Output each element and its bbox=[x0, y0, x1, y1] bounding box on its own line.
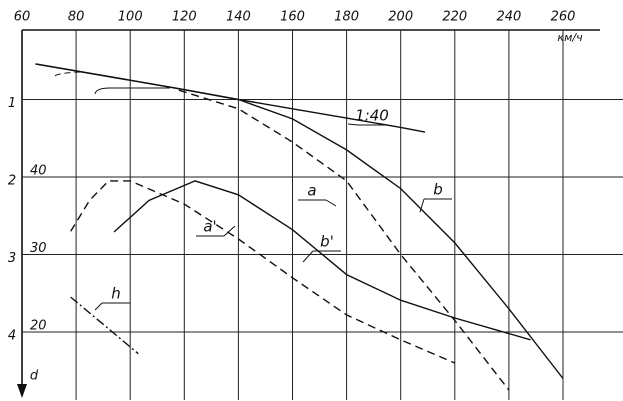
x-tick-label: 200 bbox=[388, 10, 413, 25]
curve bbox=[35, 63, 564, 379]
x-tick-label: 140 bbox=[226, 10, 251, 25]
x-tick-label: 220 bbox=[442, 10, 467, 25]
curve bbox=[178, 89, 510, 391]
x-tick-label: 80 bbox=[68, 10, 85, 25]
label-leader bbox=[223, 225, 236, 237]
curve bbox=[70, 296, 139, 355]
x-tick-label: 100 bbox=[118, 10, 143, 25]
curve-label: b' bbox=[320, 233, 334, 251]
y-tick-label: 2 bbox=[8, 174, 16, 189]
x-tick-label: 260 bbox=[551, 10, 576, 25]
x-tick-label: 120 bbox=[172, 10, 197, 25]
label-leader bbox=[419, 198, 425, 213]
axis-arrow bbox=[17, 384, 27, 398]
curve-label: a bbox=[307, 182, 316, 200]
y-tick-label: 3 bbox=[8, 251, 16, 266]
y2-tick-label: 20 bbox=[30, 319, 47, 334]
x-axis-label: км/ч bbox=[557, 31, 583, 44]
curve-label: 1:40 bbox=[355, 107, 389, 125]
curve bbox=[113, 180, 531, 341]
label-leader bbox=[94, 302, 103, 311]
label-leader bbox=[347, 123, 359, 126]
x-tick-label: 160 bbox=[280, 10, 305, 25]
label-leader bbox=[325, 199, 337, 207]
y2-tick-label: 30 bbox=[30, 241, 47, 256]
x-tick-label: 180 bbox=[334, 10, 359, 25]
y-tick-label: 4 bbox=[8, 329, 16, 344]
x-tick-label: 60 bbox=[14, 10, 31, 25]
label-leader bbox=[302, 250, 314, 263]
y-tick-label: 1 bbox=[8, 96, 16, 111]
curve-label: a' bbox=[203, 218, 216, 236]
curve-label: b bbox=[433, 181, 443, 199]
x-tick-label: 240 bbox=[496, 10, 521, 25]
curve bbox=[70, 180, 456, 364]
curve-label: h bbox=[111, 285, 121, 303]
y2-tick-label: 40 bbox=[30, 164, 47, 179]
y-axis-label: d bbox=[30, 369, 39, 384]
start-hook bbox=[94, 87, 170, 95]
